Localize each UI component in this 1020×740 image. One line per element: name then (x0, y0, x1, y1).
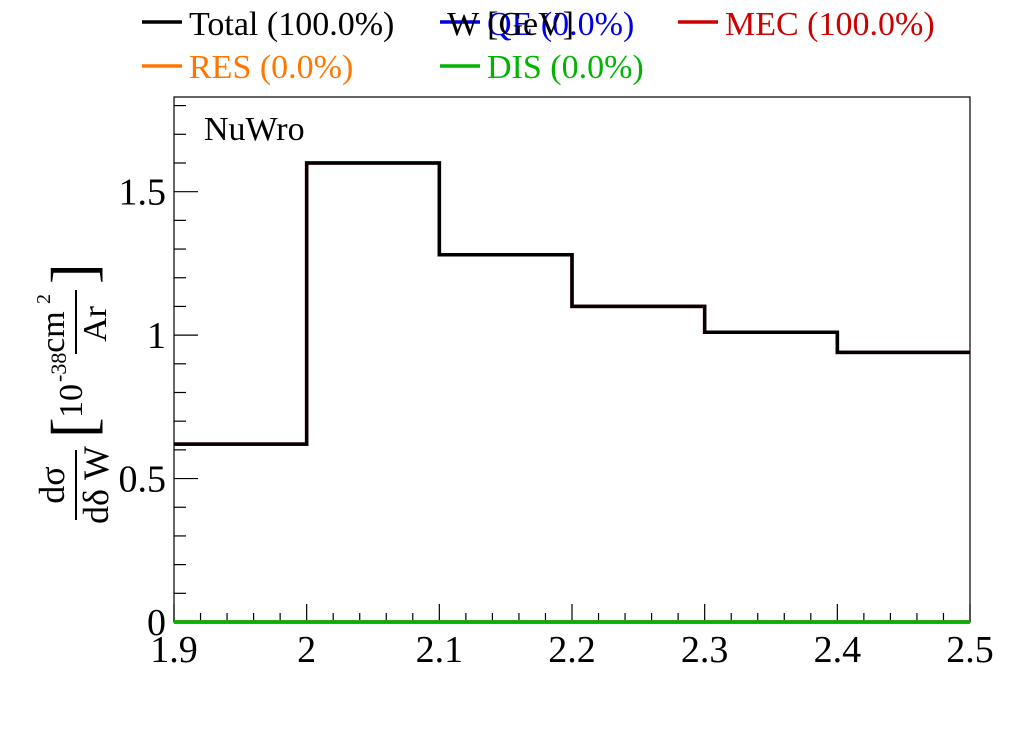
x-tick-label: 2.1 (416, 629, 464, 671)
y-axis-label: dσ dδ W [ 10 -38 cm 2 Ar ] (32, 263, 116, 524)
series-total-line (174, 161, 970, 446)
x-tick-labels: 1.9 2 2.1 2.2 2.3 2.4 2.5 (150, 629, 994, 671)
y-tick-label: 1 (147, 315, 166, 357)
y-tick-label: 0 (147, 602, 166, 644)
ylabel-denominator: dδ W (76, 446, 116, 524)
ylabel-left-bracket: [ (40, 417, 108, 438)
ylabel-numerator: dσ (32, 466, 72, 503)
generator-annotation: NuWro (204, 111, 305, 148)
ylabel-unit-top: cm (35, 311, 72, 353)
axis-ticks (173, 105, 971, 623)
ylabel-unit-top-exponent: 2 (33, 294, 55, 304)
ylabel-unit-scale: 10 (53, 384, 90, 418)
x-axis-label: W [GeV] (447, 6, 574, 43)
legend: Total (100.0%) QE (0.0%) MEC (100.0%) RE… (142, 6, 935, 86)
y-tick-labels: 0 0.5 1 1.5 (119, 172, 167, 644)
plot-frame (173, 96, 971, 623)
x-tick-label: 2 (297, 629, 316, 671)
series-lines (174, 161, 970, 624)
legend-label-res: RES (0.0%) (189, 49, 353, 86)
y-tick-label: 1.5 (119, 172, 167, 214)
x-tick-label: 2.2 (548, 629, 596, 671)
x-tick-label: 2.3 (681, 629, 729, 671)
x-tick-label: 1.9 (150, 629, 198, 671)
x-tick-label: 2.4 (814, 629, 862, 671)
legend-label-mec: MEC (100.0%) (725, 6, 935, 43)
ylabel-unit-exponent: -38 (46, 353, 71, 382)
ylabel-unit-bottom: Ar (77, 305, 114, 342)
legend-label-qe: QE (0.0%) (487, 6, 634, 43)
legend-label-total: Total (100.0%) (189, 6, 394, 43)
legend-label-dis: DIS (0.0%) (487, 49, 644, 86)
ylabel-right-bracket: ] (40, 263, 108, 284)
y-tick-label: 0.5 (119, 459, 167, 501)
x-tick-label: 2.5 (946, 629, 994, 671)
